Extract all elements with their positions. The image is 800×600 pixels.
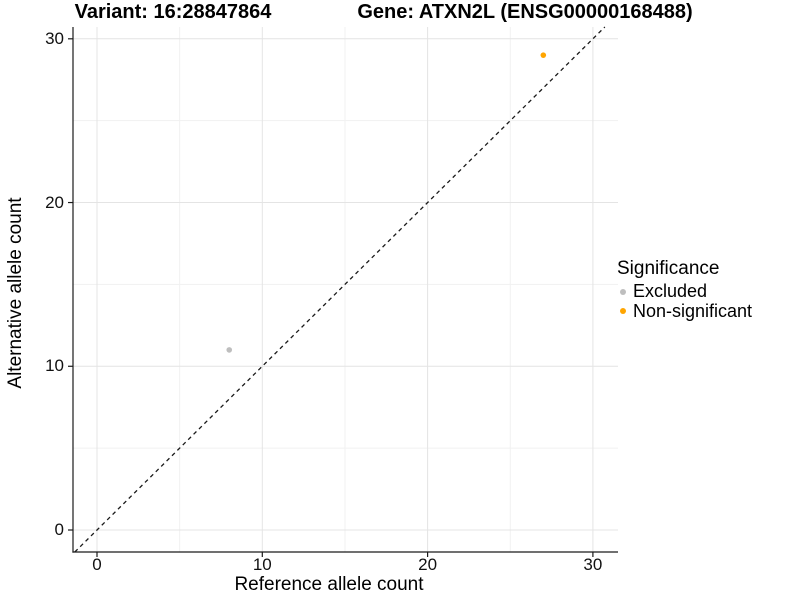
data-point-non-significant: [540, 52, 547, 58]
y-tick-label: 10: [45, 356, 64, 376]
legend-rows: Excluded Non-significant: [617, 281, 753, 322]
legend-label: Non-significant: [633, 300, 753, 321]
identity-reference-line: [74, 26, 606, 553]
legend-dot-icon: [620, 308, 626, 315]
minor-gridlines: [73, 27, 618, 552]
legend: Significance Excluded Non-significant: [617, 258, 752, 321]
x-tick-label: 0: [92, 555, 102, 574]
major-gridlines: [73, 27, 618, 552]
data-points: [226, 52, 547, 353]
axis-tick-marks: [68, 38, 594, 557]
x-tick-label: 30: [583, 555, 603, 574]
data-point-excluded: [226, 347, 233, 353]
legend-item-excluded: Excluded: [617, 281, 752, 302]
variant-title: Variant: 16:28847864: [74, 1, 272, 23]
axis-lines: [72, 27, 618, 553]
legend-label: Excluded: [633, 281, 708, 301]
x-axis-title: Reference allele count: [234, 574, 424, 595]
gene-title: Gene: ATXN2L (ENSG00000168488): [357, 1, 693, 23]
identity-line-dashed: [74, 26, 606, 553]
legend-dot-icon: [620, 288, 626, 295]
y-tick-label: 0: [54, 520, 64, 539]
y-tick-label: 30: [45, 28, 64, 48]
y-tick-label: 20: [45, 192, 64, 212]
x-tick-label: 10: [252, 555, 272, 574]
legend-item-non-significant: Non-significant: [617, 300, 753, 322]
x-tick-label: 20: [418, 555, 438, 574]
legend-title: Significance: [617, 258, 720, 279]
